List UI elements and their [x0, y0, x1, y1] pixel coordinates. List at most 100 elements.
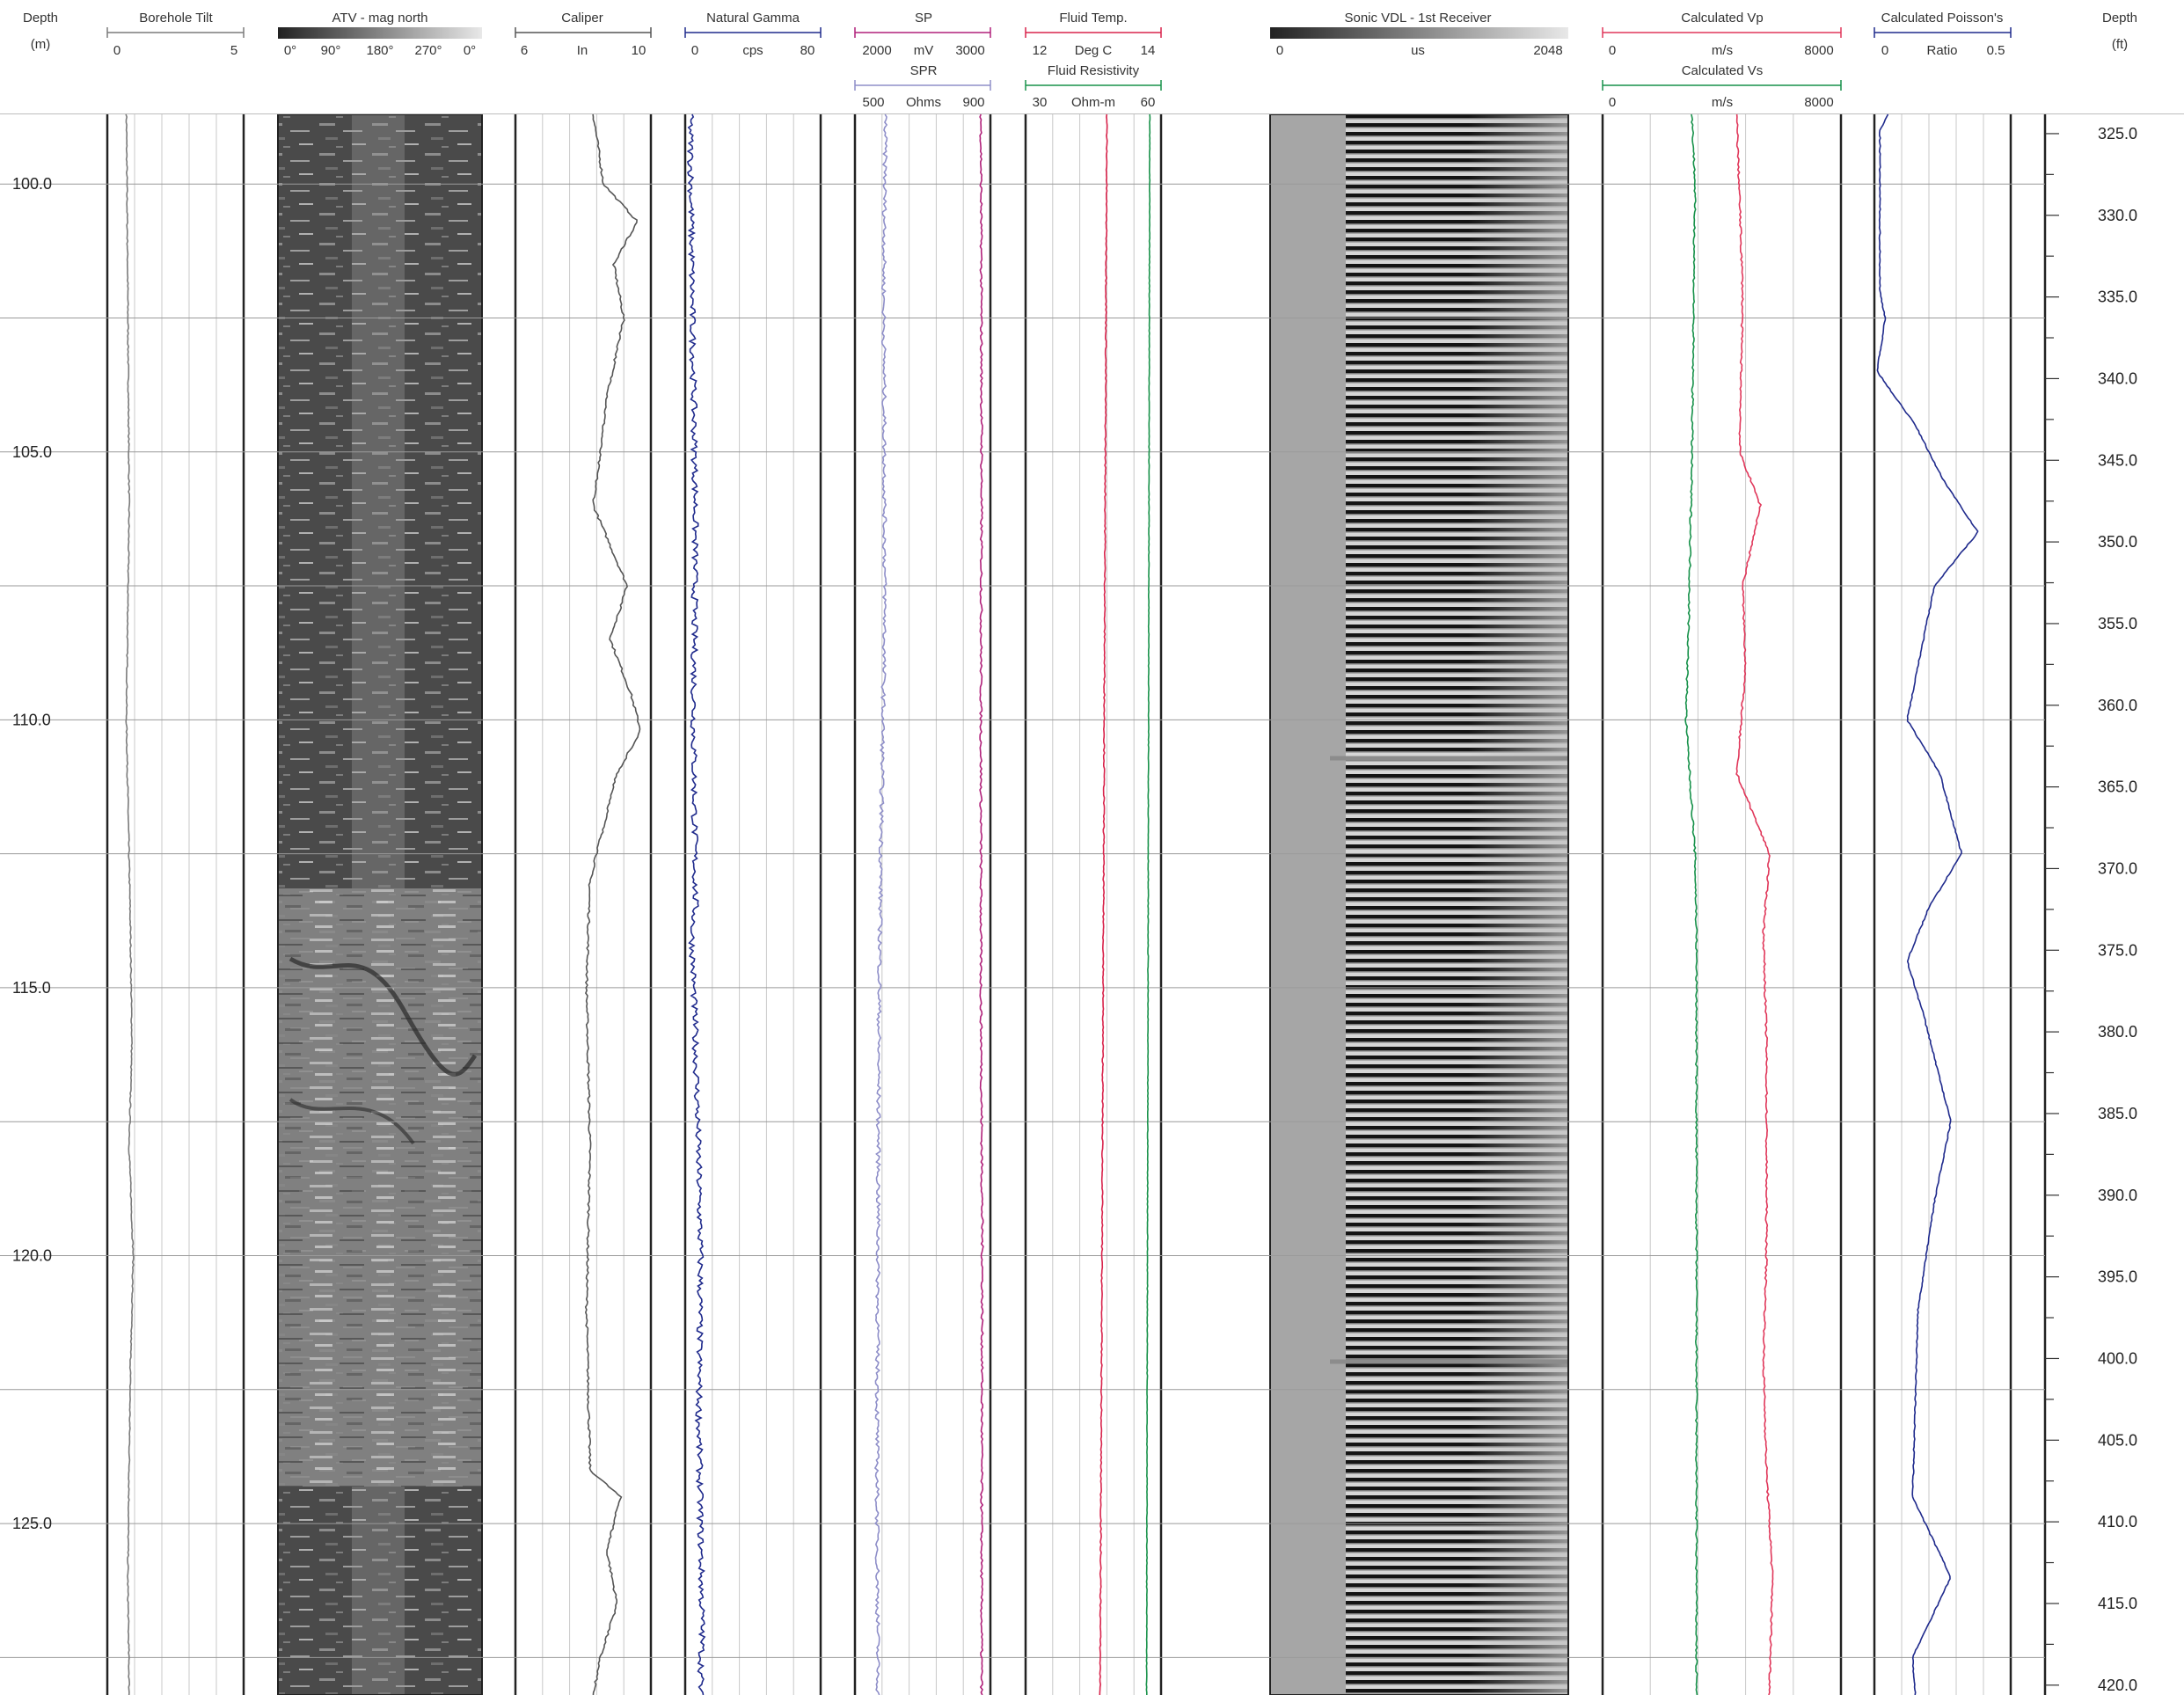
- vp-scale-min: 0: [1609, 43, 1616, 58]
- depth-m-label: 120.0: [12, 1246, 52, 1264]
- caliper-scale-unit: In: [577, 43, 588, 58]
- caliper-scale-bar: [515, 27, 652, 38]
- depth-ft-unit: (ft): [2112, 37, 2128, 52]
- atv-image-track: [277, 114, 483, 1695]
- vs-scale-unit: m/s: [1712, 95, 1733, 110]
- fres-scale-unit: Ohm-m: [1071, 95, 1115, 110]
- depth-ft-label: 365.0: [2098, 778, 2137, 796]
- vdl-scale-max: 2048: [1533, 43, 1562, 58]
- tilt-title: Borehole Tilt: [139, 11, 213, 26]
- curve-borehole-tilt: [125, 113, 135, 1695]
- depth-m-label: 125.0: [12, 1515, 52, 1532]
- fres-title: Fluid Resistivity: [1048, 63, 1140, 78]
- tilt-scale-max: 5: [230, 43, 237, 58]
- vs-title: Calculated Vs: [1682, 63, 1764, 78]
- depth-ft-label: 405.0: [2098, 1431, 2137, 1449]
- poisson-scale-bar: [1874, 27, 2012, 38]
- atv-tick-180: 180°: [366, 43, 393, 58]
- poisson-scale-max: 0.5: [1987, 43, 2005, 58]
- curve-calculated-vs: [1684, 113, 1698, 1695]
- ftemp-scale-min: 12: [1033, 43, 1048, 58]
- curve-natural-gamma: [686, 113, 706, 1695]
- curve-sp: [979, 113, 984, 1695]
- gamma-scale-bar: [684, 27, 822, 38]
- vp-title: Calculated Vp: [1681, 11, 1763, 26]
- depth-m-unit: (m): [31, 37, 51, 52]
- curve-fluid-temp: [1099, 113, 1108, 1695]
- tilt-scale-min: 0: [113, 43, 121, 58]
- sp-scale-max: 3000: [955, 43, 984, 58]
- caliper-scale-min: 6: [521, 43, 528, 58]
- vp-scale-unit: m/s: [1712, 43, 1733, 58]
- gamma-scale-max: 80: [800, 43, 815, 58]
- depth-m-label: 115.0: [12, 979, 51, 997]
- ftemp-scale-bar: [1025, 27, 1162, 38]
- gamma-scale-min: 0: [691, 43, 698, 58]
- depth-ft-label: 400.0: [2098, 1349, 2137, 1367]
- depth-m-label: 100.0: [12, 175, 52, 193]
- poisson-title: Calculated Poisson's: [1881, 11, 2004, 26]
- depth-m-label: 105.0: [12, 443, 52, 461]
- poisson-scale-unit: Ratio: [1926, 43, 1957, 58]
- track-grid: [0, 114, 2047, 1695]
- sp-scale-min: 2000: [862, 43, 891, 58]
- depth-ft-label: 390.0: [2098, 1187, 2137, 1204]
- depth-ft-label: 385.0: [2098, 1105, 2137, 1122]
- fres-scale-max: 60: [1141, 95, 1156, 110]
- depth-ft-label: 360.0: [2098, 697, 2137, 714]
- log-header: Depth (m) Depth (ft) Borehole Tilt 0 5 A…: [23, 11, 2137, 110]
- atv-tick-360: 0°: [464, 43, 476, 58]
- spr-scale-unit: Ohms: [906, 95, 941, 110]
- curve-spr: [873, 113, 888, 1695]
- sp-title: SP: [915, 11, 932, 26]
- vs-scale-max: 8000: [1804, 95, 1833, 110]
- spr-scale-min: 500: [862, 95, 884, 110]
- curve-calculated-poisson-s: [1876, 113, 1979, 1695]
- depth-ft-label: 410.0: [2098, 1513, 2137, 1531]
- vdl-scale-unit: us: [1411, 43, 1425, 58]
- depth-ft-label: 325.0: [2098, 125, 2137, 142]
- ftemp-scale-max: 14: [1141, 43, 1156, 58]
- spr-title: SPR: [910, 63, 938, 78]
- depth-ft-label: 415.0: [2098, 1595, 2137, 1612]
- depth-ft-label: 375.0: [2098, 941, 2137, 959]
- depth-ft-label: 355.0: [2098, 615, 2137, 632]
- depth-ft-label: 330.0: [2098, 207, 2137, 224]
- caliper-scale-max: 10: [632, 43, 646, 58]
- log-curves: [125, 113, 1979, 1695]
- curve-calculated-vp: [1735, 113, 1774, 1695]
- ftemp-scale-unit: Deg C: [1075, 43, 1113, 58]
- vdl-color-scale: [1270, 27, 1568, 39]
- sp-scale-unit: mV: [914, 43, 934, 58]
- depth-m-title: Depth: [23, 11, 58, 26]
- vdl-image-track: [1269, 114, 1569, 1695]
- fres-scale-bar: [1025, 80, 1162, 91]
- ftemp-title: Fluid Temp.: [1059, 11, 1127, 26]
- sp-scale-bar: [854, 27, 991, 38]
- curve-fluid-resistivity: [1145, 113, 1151, 1695]
- vs-scale-min: 0: [1609, 95, 1616, 110]
- atv-tick-90: 90°: [321, 43, 341, 58]
- atv-tick-0: 0°: [284, 43, 296, 58]
- gamma-title: Natural Gamma: [706, 11, 800, 26]
- gamma-scale-unit: cps: [742, 43, 763, 58]
- depth-ft-title: Depth: [2102, 11, 2137, 26]
- atv-title: ATV - mag north: [332, 11, 428, 26]
- depth-ft-label: 395.0: [2098, 1268, 2137, 1286]
- vdl-title: Sonic VDL - 1st Receiver: [1344, 11, 1491, 26]
- spr-scale-bar: [854, 80, 991, 91]
- vs-scale-bar: [1602, 80, 1842, 91]
- depth-ft-label: 340.0: [2098, 369, 2137, 387]
- fres-scale-min: 30: [1033, 95, 1048, 110]
- depth-ft-label: 370.0: [2098, 859, 2137, 877]
- spr-scale-max: 900: [962, 95, 984, 110]
- depth-ft-label: 345.0: [2098, 451, 2137, 469]
- caliper-title: Caliper: [561, 11, 603, 26]
- vp-scale-bar: [1602, 27, 1842, 38]
- depth-ft-label: 380.0: [2098, 1023, 2137, 1041]
- depth-ft-label: 335.0: [2098, 289, 2137, 306]
- depth-ft-label: 350.0: [2098, 533, 2137, 551]
- atv-tick-270: 270°: [414, 43, 442, 58]
- curve-caliper: [584, 113, 641, 1695]
